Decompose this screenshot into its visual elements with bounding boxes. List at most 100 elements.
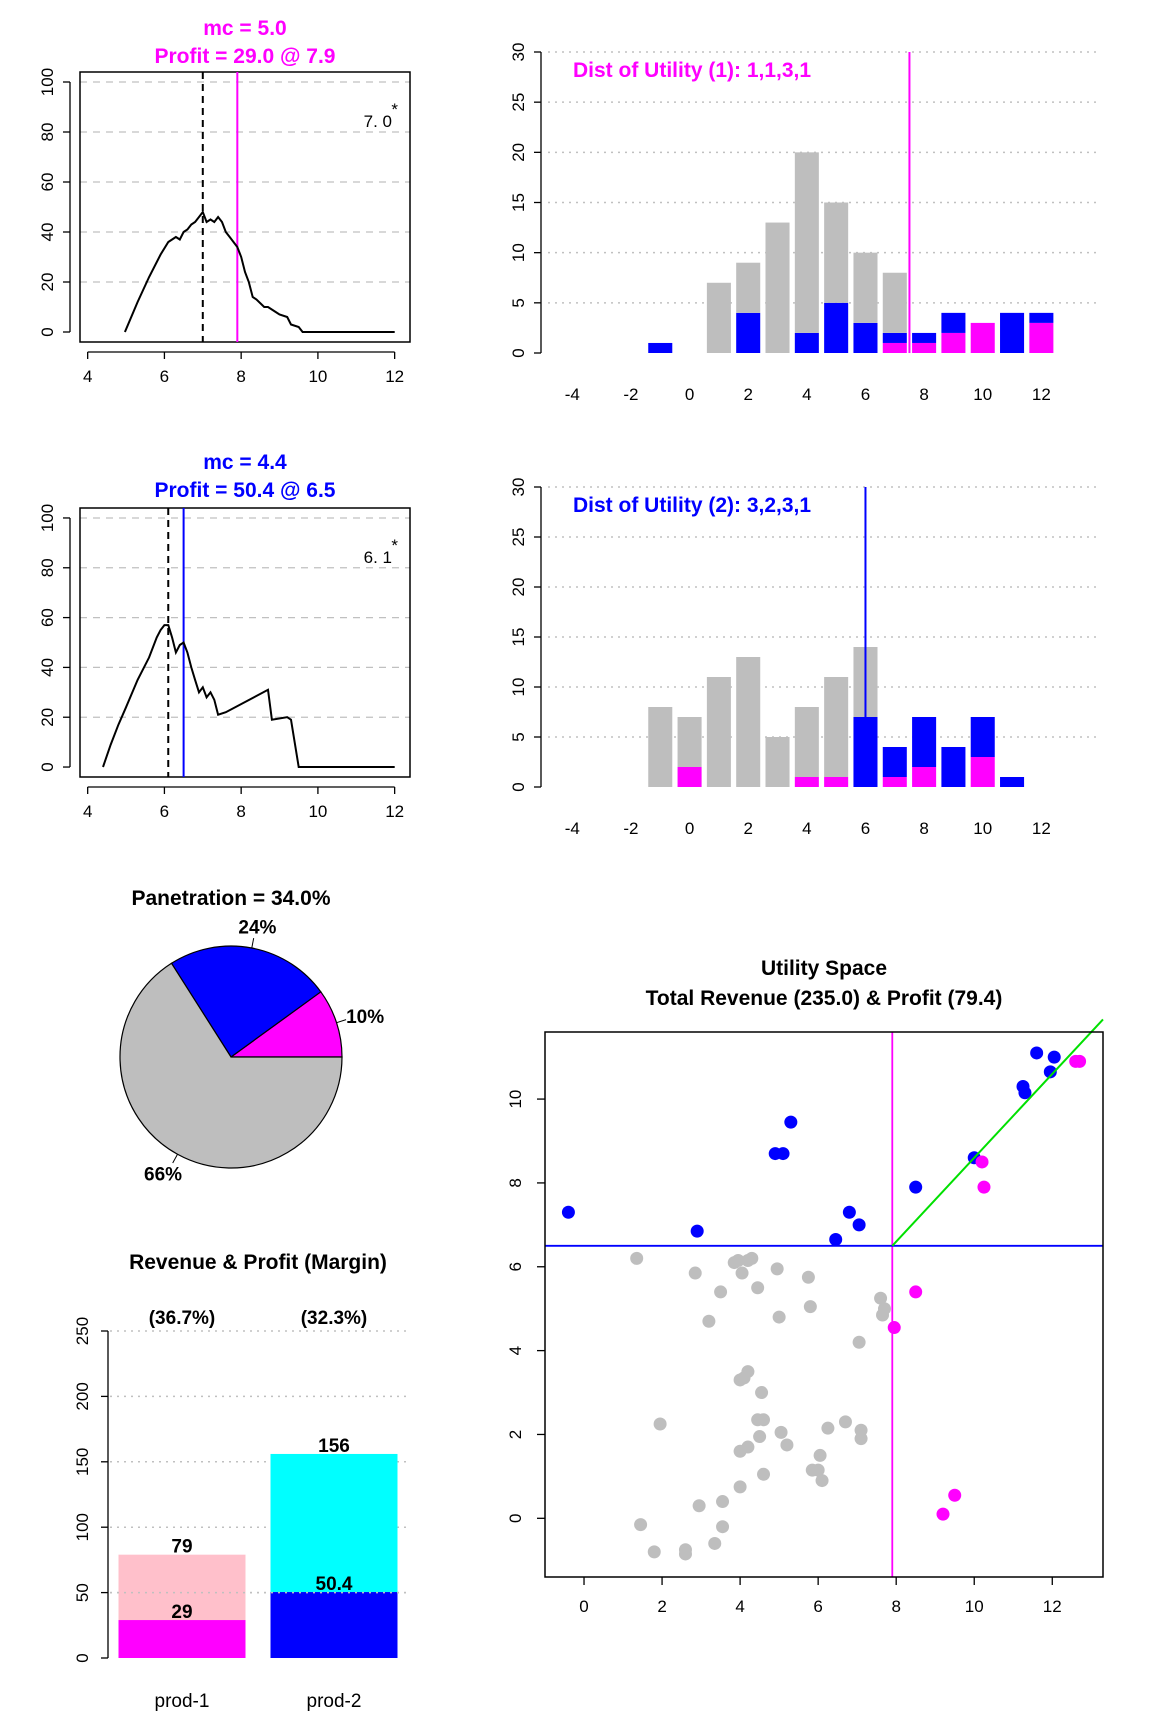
x-tick-label: 12 xyxy=(385,802,404,821)
category-label: prod-1 xyxy=(155,1691,210,1712)
data-point xyxy=(1018,1086,1032,1100)
chart-title: Revenue & Profit (Margin) xyxy=(129,1251,387,1274)
data-point xyxy=(772,1310,786,1324)
y-tick-label: 4 xyxy=(506,1346,525,1355)
histogram-bar xyxy=(1029,322,1054,353)
y-tick-label: 150 xyxy=(73,1448,92,1476)
y-tick-label: 0 xyxy=(38,327,57,336)
profit-curve xyxy=(102,624,395,768)
histogram-bar xyxy=(882,777,907,787)
revenue-profit-bar-chart: Revenue & Profit (Margin) 0 50 100 150 200 250… xyxy=(73,1251,410,1712)
data-point xyxy=(852,1218,866,1232)
x-tick-label: 10 xyxy=(308,802,327,821)
histogram-bar xyxy=(882,272,907,333)
x-tick-label: 12 xyxy=(1043,1597,1062,1616)
data-point xyxy=(755,1386,769,1400)
histogram-bar xyxy=(912,717,937,767)
data-point xyxy=(975,1155,989,1169)
y-tick-label: 20 xyxy=(509,143,528,162)
optimal-price-annotation: 7. 0 xyxy=(364,112,392,131)
data-point xyxy=(829,1233,843,1247)
data-point xyxy=(630,1251,644,1265)
y-tick-label: 0 xyxy=(506,1514,525,1523)
x-tick-label: 6 xyxy=(813,1597,822,1616)
data-point xyxy=(821,1421,835,1435)
y-tick-label: 0 xyxy=(73,1653,92,1662)
data-point xyxy=(1043,1065,1057,1079)
histogram-bar xyxy=(736,312,761,353)
x-tick-label: 8 xyxy=(891,1597,900,1616)
histogram-bar xyxy=(794,152,819,333)
histogram-bar xyxy=(882,342,907,353)
histogram-bar xyxy=(853,252,878,323)
histogram-bar xyxy=(1000,777,1025,787)
x-tick-label: 10 xyxy=(965,1597,984,1616)
y-tick-label: 30 xyxy=(509,43,528,62)
x-tick-label: 2 xyxy=(657,1597,666,1616)
x-tick-label: 12 xyxy=(385,367,404,386)
y-tick-label: 5 xyxy=(509,732,528,741)
histogram-bar xyxy=(765,222,790,353)
profit-curve-chart-prod2: mc = 4.4 Profit = 50.4 @ 6.5 0 20 40 60 80 100 4… xyxy=(38,451,411,821)
utility-space-scatter-chart: Utility Space Total Revenue (235.0) & Pro… xyxy=(506,957,1104,1616)
indifference-line xyxy=(891,1018,1104,1247)
y-tick-label: 80 xyxy=(38,123,57,142)
histogram-bar xyxy=(794,332,819,353)
data-point xyxy=(678,1547,692,1561)
data-point xyxy=(731,1253,745,1267)
data-point xyxy=(757,1413,771,1427)
x-tick-label: 10 xyxy=(308,367,327,386)
data-point xyxy=(815,1474,829,1488)
y-tick-label: 20 xyxy=(38,273,57,292)
x-tick-label: -4 xyxy=(565,385,580,404)
data-point xyxy=(647,1545,661,1559)
data-point xyxy=(1047,1050,1061,1064)
y-tick-label: 200 xyxy=(73,1382,92,1410)
revenue-label: 156 xyxy=(318,1436,350,1457)
data-point xyxy=(784,1115,798,1129)
y-tick-label: 0 xyxy=(38,762,57,771)
histogram-bar xyxy=(1029,312,1054,323)
data-point xyxy=(811,1463,825,1477)
histogram-bar xyxy=(970,717,995,757)
data-point xyxy=(780,1438,794,1452)
y-tick-label: 15 xyxy=(509,193,528,212)
data-point xyxy=(702,1314,716,1328)
pie-slice xyxy=(170,945,322,1058)
data-point xyxy=(874,1291,888,1305)
data-point xyxy=(803,1300,817,1314)
slice-label: 66% xyxy=(144,1165,182,1186)
data-point xyxy=(977,1180,991,1194)
y-tick-label: 25 xyxy=(509,528,528,547)
data-point xyxy=(813,1448,827,1462)
slice-label-leader xyxy=(251,938,255,949)
data-point xyxy=(745,1251,759,1265)
data-point xyxy=(776,1147,790,1161)
x-tick-label: 8 xyxy=(236,802,245,821)
plot-frame xyxy=(79,507,411,778)
x-tick-label: -4 xyxy=(565,819,580,838)
y-tick-label: 10 xyxy=(509,678,528,697)
annotation-superscript: * xyxy=(391,100,398,119)
x-tick-label: 8 xyxy=(919,385,928,404)
histogram-bar xyxy=(677,717,702,767)
profit-bar xyxy=(270,1592,398,1658)
y-tick-label: 100 xyxy=(38,504,57,532)
x-tick-label: 0 xyxy=(579,1597,588,1616)
y-tick-label: 60 xyxy=(38,608,57,627)
y-tick-label: 100 xyxy=(73,1513,92,1541)
histogram-bar xyxy=(941,312,966,333)
histogram-bar xyxy=(882,747,907,777)
data-point xyxy=(653,1417,667,1431)
histogram-bar xyxy=(1000,312,1025,353)
y-tick-label: 10 xyxy=(509,243,528,262)
data-point xyxy=(838,1415,852,1429)
chart-title: Total Revenue (235.0) & Profit (79.4) xyxy=(646,987,1003,1010)
x-tick-label: 0 xyxy=(685,819,694,838)
y-tick-label: 25 xyxy=(509,93,528,112)
histogram-bar xyxy=(912,332,937,343)
data-point xyxy=(714,1285,728,1299)
y-tick-label: 20 xyxy=(38,708,57,727)
plot-frame xyxy=(79,71,411,343)
